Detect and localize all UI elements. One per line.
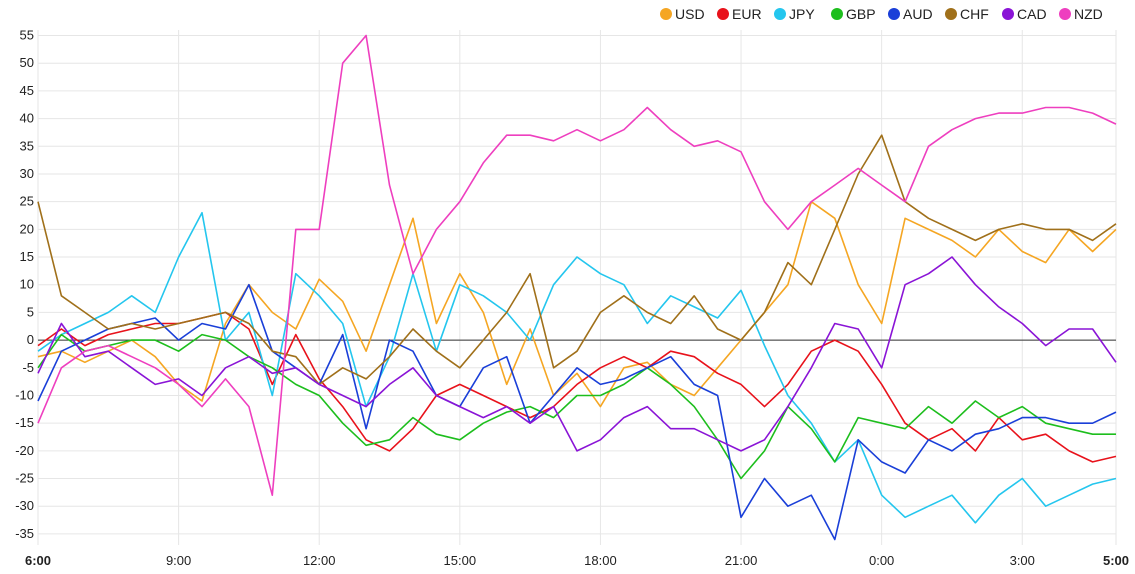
legend-item-jpy[interactable]: JPY [774, 6, 815, 22]
y-tick-label: 30 [20, 166, 34, 181]
legend-label: NZD [1074, 6, 1103, 22]
legend-label: CHF [960, 6, 989, 22]
y-tick-label: 20 [20, 221, 34, 236]
legend-swatch [774, 8, 786, 20]
legend-swatch [660, 8, 672, 20]
legend-swatch [1002, 8, 1014, 20]
legend-label: EUR [732, 6, 762, 22]
legend-label: USD [675, 6, 705, 22]
y-tick-label: 45 [20, 83, 34, 98]
legend-item-chf[interactable]: CHF [945, 6, 989, 22]
x-tick-label: 6:00 [25, 553, 51, 568]
legend-swatch [1059, 8, 1071, 20]
y-tick-label: 25 [20, 194, 34, 209]
series-line-cad [37, 256, 1117, 452]
legend-item-aud[interactable]: AUD [888, 6, 933, 22]
legend-item-usd[interactable]: USD [660, 6, 705, 22]
series-line-chf [37, 134, 1117, 386]
legend-item-gbp[interactable]: GBP [831, 6, 876, 22]
series-line-aud [37, 283, 1117, 541]
series-line-eur [37, 311, 1117, 463]
x-tick-label: 15:00 [444, 553, 477, 568]
y-tick-label: -20 [15, 443, 34, 458]
series-line-usd [37, 200, 1117, 408]
series-line-nzd [37, 34, 1117, 497]
x-tick-label: 21:00 [725, 553, 758, 568]
legend-label: GBP [846, 6, 876, 22]
legend-item-eur[interactable]: EUR [717, 6, 762, 22]
y-tick-label: 50 [20, 55, 34, 70]
y-tick-label: -30 [15, 498, 34, 513]
y-tick-label: 55 [20, 28, 34, 43]
x-tick-label: 5:00 [1103, 553, 1129, 568]
x-axis: 6:00 9:00 12:00 15:00 18:00 21:00 0:00 3:00 5:00 [25, 553, 1129, 568]
legend: USD EUR JPY GBP AUD CHF CAD NZD [660, 6, 1103, 22]
legend-label: JPY [789, 6, 815, 22]
y-tick-label: -35 [15, 526, 34, 541]
x-tick-label: 9:00 [166, 553, 191, 568]
legend-item-nzd[interactable]: NZD [1059, 6, 1103, 22]
gridlines [37, 30, 1117, 545]
y-tick-label: 0 [27, 332, 34, 347]
y-tick-label: -25 [15, 471, 34, 486]
series-lines [37, 34, 1117, 541]
legend-swatch [717, 8, 729, 20]
series-line-jpy [37, 211, 1117, 524]
legend-label: CAD [1017, 6, 1047, 22]
legend-item-cad[interactable]: CAD [1002, 6, 1047, 22]
x-tick-label: 12:00 [303, 553, 336, 568]
x-tick-label: 0:00 [869, 553, 894, 568]
x-tick-label: 3:00 [1010, 553, 1035, 568]
legend-swatch [888, 8, 900, 20]
y-tick-label: 5 [27, 304, 34, 319]
legend-swatch [945, 8, 957, 20]
y-tick-label: -10 [15, 387, 34, 402]
y-tick-label: 10 [20, 277, 34, 292]
legend-swatch [831, 8, 843, 20]
y-tick-label: -5 [22, 360, 34, 375]
series-line-gbp [37, 333, 1116, 480]
legend-label: AUD [903, 6, 933, 22]
x-tick-label: 18:00 [584, 553, 617, 568]
y-axis: -35 -30 -25 -20 -15 -10 -5 0 5 10 15 20 25 30 35 40 45 50… [15, 28, 34, 541]
y-tick-label: 15 [20, 249, 34, 264]
y-tick-label: 35 [20, 138, 34, 153]
y-tick-label: 40 [20, 111, 34, 126]
y-tick-label: -15 [15, 415, 34, 430]
